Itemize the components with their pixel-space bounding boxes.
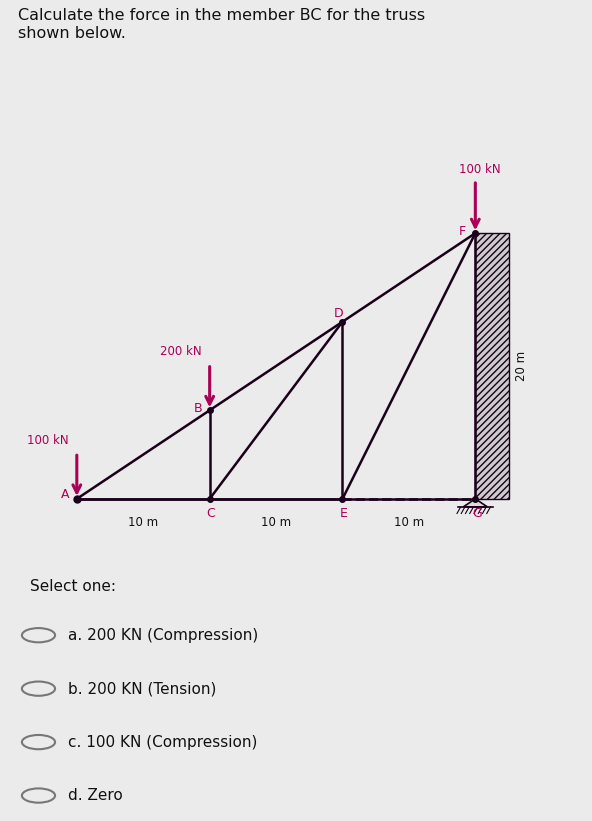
Text: d. Zero: d. Zero — [68, 788, 123, 803]
Text: G: G — [472, 507, 481, 520]
Text: c. 100 KN (Compression): c. 100 KN (Compression) — [68, 735, 258, 750]
Text: a. 200 KN (Compression): a. 200 KN (Compression) — [68, 628, 258, 643]
Text: 20 m: 20 m — [515, 351, 528, 381]
Text: E: E — [340, 507, 348, 520]
Text: C: C — [207, 507, 215, 520]
Text: 10 m: 10 m — [394, 516, 424, 530]
Text: 200 kN: 200 kN — [160, 346, 201, 359]
Bar — [475, 233, 509, 499]
Text: D: D — [334, 307, 343, 320]
Text: 100 kN: 100 kN — [27, 434, 69, 447]
Text: Calculate the force in the member BC for the truss
shown below.: Calculate the force in the member BC for… — [18, 8, 425, 40]
Text: b. 200 KN (Tension): b. 200 KN (Tension) — [68, 681, 217, 696]
Text: Select one:: Select one: — [30, 580, 115, 594]
Text: F: F — [458, 225, 466, 238]
Text: 10 m: 10 m — [128, 516, 158, 530]
Text: 100 kN: 100 kN — [459, 163, 500, 176]
Text: A: A — [60, 488, 69, 502]
Polygon shape — [464, 499, 487, 507]
Text: 10 m: 10 m — [261, 516, 291, 530]
Text: B: B — [194, 402, 202, 415]
Bar — [475, 233, 509, 499]
